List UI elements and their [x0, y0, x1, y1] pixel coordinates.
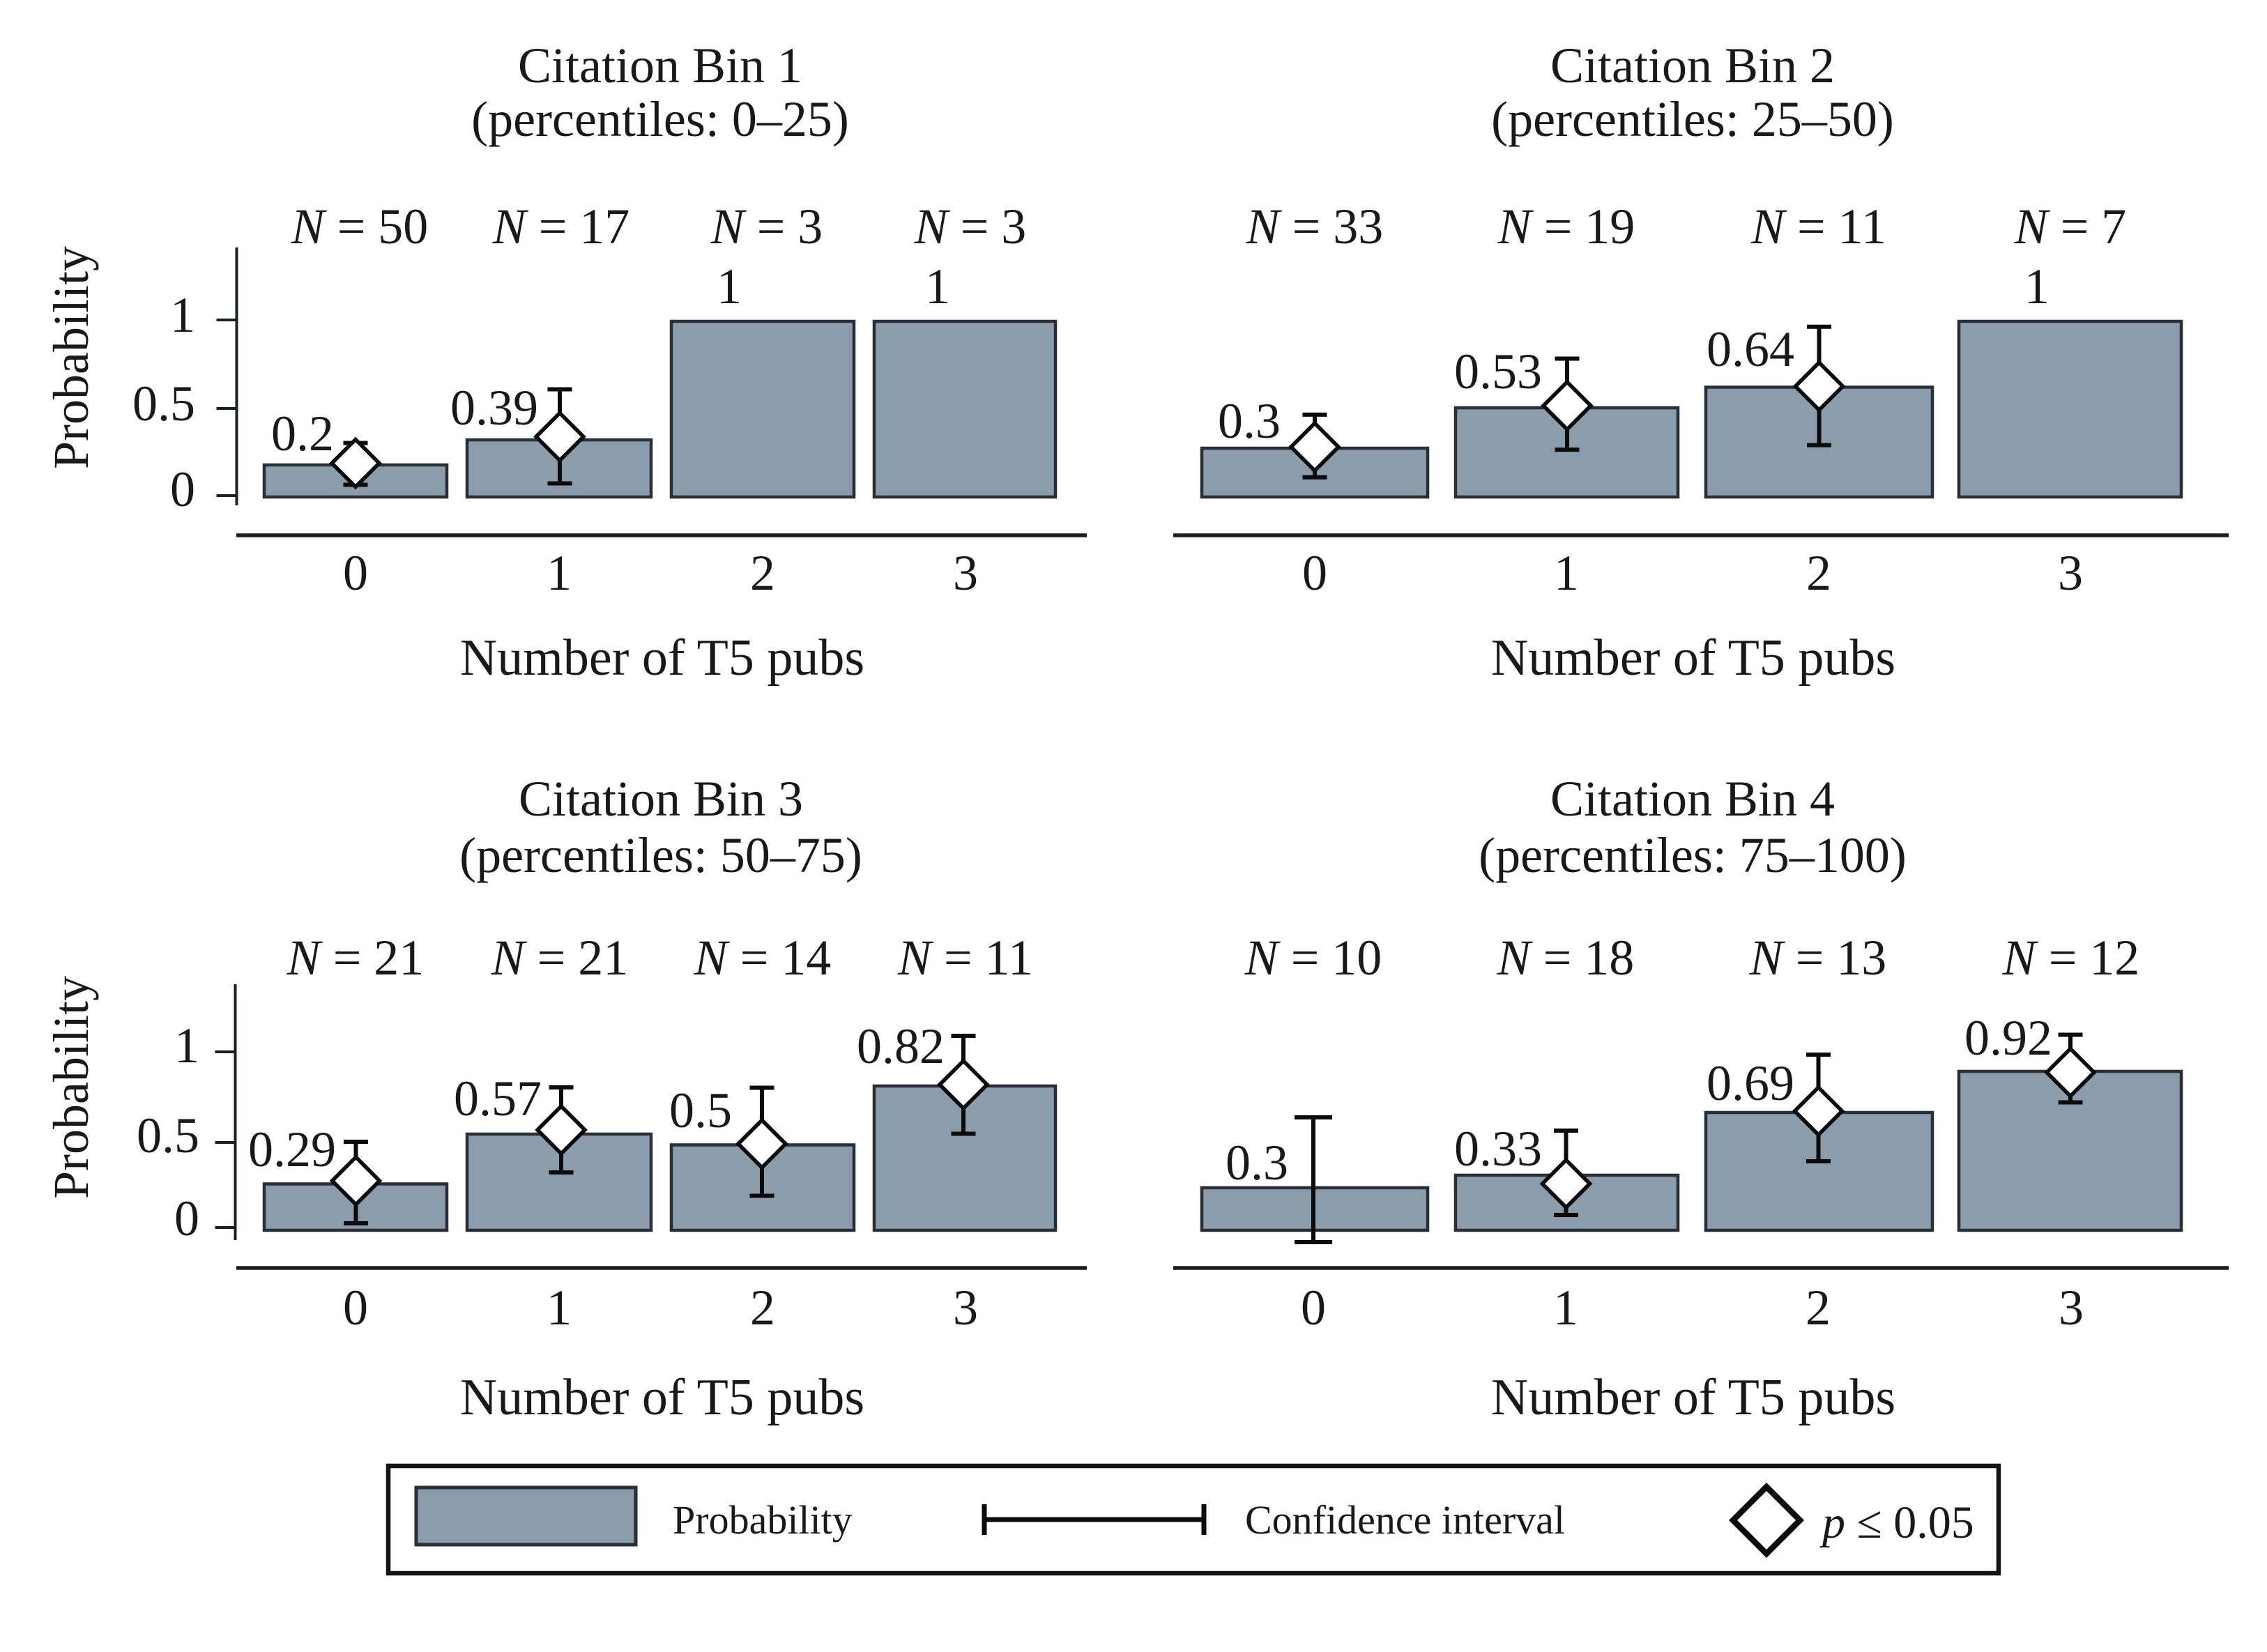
svg-text:1: 1: [170, 287, 195, 343]
svg-text:N = 3: N = 3: [710, 199, 823, 254]
svg-text:1: 1: [925, 259, 950, 314]
svg-text:3: 3: [953, 1280, 978, 1336]
svg-text:N = 7: N = 7: [2014, 199, 2127, 254]
svg-text:Citation Bin 4: Citation Bin 4: [1550, 771, 1835, 827]
svg-text:1: 1: [717, 259, 742, 314]
svg-text:N = 11: N = 11: [1750, 199, 1886, 254]
svg-text:0: 0: [170, 461, 195, 517]
svg-text:1: 1: [1553, 1280, 1578, 1336]
svg-text:2: 2: [1806, 1280, 1831, 1336]
svg-text:0.5: 0.5: [669, 1083, 732, 1138]
svg-text:(percentiles: 25–50): (percentiles: 25–50): [1491, 91, 1894, 147]
svg-text:N = 19: N = 19: [1497, 199, 1635, 254]
svg-text:Number of T5 pubs: Number of T5 pubs: [460, 629, 864, 687]
svg-text:3: 3: [2059, 1280, 2084, 1336]
svg-text:Number of T5 pubs: Number of T5 pubs: [1491, 1369, 1895, 1426]
svg-text:Number of T5 pubs: Number of T5 pubs: [1491, 629, 1895, 687]
svg-text:2: 2: [1806, 545, 1831, 601]
svg-text:N = 13: N = 13: [1749, 930, 1887, 986]
svg-text:2: 2: [750, 1280, 775, 1336]
svg-text:N = 50: N = 50: [291, 199, 429, 254]
svg-text:0.2: 0.2: [271, 406, 334, 461]
svg-text:Number of T5 pubs: Number of T5 pubs: [460, 1369, 864, 1426]
svg-text:N = 3: N = 3: [914, 199, 1027, 254]
svg-text:Citation Bin 2: Citation Bin 2: [1550, 38, 1835, 93]
svg-text:1: 1: [547, 545, 572, 601]
svg-text:0.3: 0.3: [1226, 1135, 1288, 1191]
svg-text:(percentiles: 75–100): (percentiles: 75–100): [1479, 827, 1907, 883]
svg-text:Confidence interval: Confidence interval: [1245, 1497, 1565, 1543]
svg-text:1: 1: [174, 1018, 199, 1073]
svg-text:0.33: 0.33: [1454, 1121, 1542, 1177]
svg-text:1: 1: [547, 1280, 572, 1336]
svg-text:N = 10: N = 10: [1244, 930, 1382, 986]
svg-text:N = 21: N = 21: [287, 930, 425, 986]
svg-text:N = 12: N = 12: [2002, 930, 2140, 986]
svg-text:0: 0: [174, 1191, 199, 1246]
svg-text:N = 33: N = 33: [1246, 199, 1384, 254]
svg-text:0.5: 0.5: [137, 1108, 199, 1163]
svg-text:0.5: 0.5: [132, 376, 195, 431]
svg-text:N = 18: N = 18: [1497, 930, 1635, 986]
svg-text:Probability: Probability: [673, 1497, 853, 1543]
svg-text:0.39: 0.39: [450, 380, 538, 436]
svg-text:0.57: 0.57: [454, 1071, 542, 1126]
svg-text:0.69: 0.69: [1707, 1055, 1794, 1111]
svg-text:0.3: 0.3: [1218, 393, 1281, 449]
svg-text:1: 1: [2024, 259, 2050, 314]
svg-text:0.92: 0.92: [1964, 1010, 2052, 1066]
svg-text:1: 1: [1554, 545, 1579, 601]
svg-text:3: 3: [953, 545, 978, 601]
svg-text:0.82: 0.82: [857, 1018, 945, 1074]
svg-text:p ≤ 0.05: p ≤ 0.05: [1819, 1497, 1974, 1548]
svg-text:0: 0: [343, 1280, 368, 1336]
svg-text:(percentiles: 0–25): (percentiles: 0–25): [471, 91, 849, 147]
svg-text:0.53: 0.53: [1454, 344, 1542, 399]
svg-text:0: 0: [343, 545, 368, 601]
svg-text:N = 11: N = 11: [897, 930, 1033, 986]
svg-text:0: 0: [1302, 545, 1327, 601]
svg-text:2: 2: [750, 545, 775, 601]
svg-text:Citation Bin 3: Citation Bin 3: [519, 771, 803, 827]
svg-text:0: 0: [1301, 1280, 1326, 1336]
svg-text:Probability: Probability: [43, 246, 99, 469]
svg-text:3: 3: [2058, 545, 2083, 601]
svg-text:0.64: 0.64: [1707, 321, 1794, 377]
svg-text:N = 17: N = 17: [492, 199, 630, 254]
svg-text:0.29: 0.29: [248, 1122, 336, 1177]
svg-text:(percentiles: 50–75): (percentiles: 50–75): [459, 827, 862, 883]
svg-text:Probability: Probability: [43, 976, 99, 1199]
svg-text:N = 21: N = 21: [491, 930, 629, 986]
svg-text:Citation Bin 1: Citation Bin 1: [518, 38, 802, 93]
svg-text:N = 14: N = 14: [694, 930, 832, 986]
